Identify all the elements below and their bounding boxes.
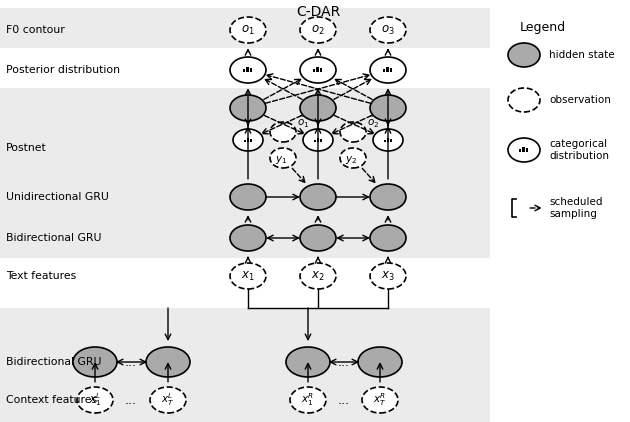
Text: $y_2$: $y_2$: [345, 154, 357, 166]
Bar: [243, 69, 245, 72]
Text: $x_T^L$: $x_T^L$: [161, 392, 175, 408]
Text: $x_1^R$: $x_1^R$: [301, 392, 314, 408]
Text: $y_1$: $y_1$: [275, 154, 287, 166]
Ellipse shape: [230, 17, 266, 43]
Text: $o_2$: $o_2$: [311, 24, 325, 37]
Bar: [526, 148, 528, 151]
Text: $\hat{o}_1$: $\hat{o}_1$: [297, 114, 309, 130]
Ellipse shape: [370, 17, 406, 43]
Ellipse shape: [270, 122, 296, 142]
Ellipse shape: [300, 95, 336, 121]
Text: $x_2$: $x_2$: [311, 270, 325, 283]
Text: hidden state: hidden state: [549, 50, 615, 60]
Ellipse shape: [77, 387, 113, 413]
Bar: [314, 140, 316, 142]
Ellipse shape: [300, 57, 336, 83]
Ellipse shape: [508, 138, 540, 162]
Text: observation: observation: [549, 95, 611, 105]
Bar: [384, 140, 386, 142]
Bar: [249, 139, 251, 142]
Bar: [387, 138, 389, 142]
Text: Unidirectional GRU: Unidirectional GRU: [6, 192, 109, 202]
Ellipse shape: [303, 129, 333, 151]
Ellipse shape: [230, 57, 266, 83]
Text: $o_3$: $o_3$: [381, 24, 395, 37]
Bar: [313, 69, 315, 72]
Ellipse shape: [300, 17, 336, 43]
Bar: [390, 68, 392, 72]
Ellipse shape: [370, 95, 406, 121]
Ellipse shape: [340, 122, 366, 142]
Ellipse shape: [373, 129, 403, 151]
Bar: [0, 258, 490, 295]
Bar: [0, 48, 490, 88]
Text: Bidirectional GRU: Bidirectional GRU: [6, 233, 101, 243]
Ellipse shape: [230, 225, 266, 251]
Ellipse shape: [370, 57, 406, 83]
Ellipse shape: [370, 184, 406, 210]
Bar: [522, 147, 525, 151]
Text: $x_1$: $x_1$: [241, 270, 255, 283]
Bar: [244, 140, 246, 142]
Bar: [0, 8, 490, 48]
Bar: [386, 67, 389, 72]
Bar: [316, 67, 319, 72]
Ellipse shape: [508, 88, 540, 112]
Text: $x_3$: $x_3$: [381, 270, 395, 283]
Ellipse shape: [370, 225, 406, 251]
Bar: [250, 68, 252, 72]
Bar: [0, 218, 490, 258]
Text: ...: ...: [125, 393, 137, 406]
Ellipse shape: [230, 184, 266, 210]
Text: F0 contour: F0 contour: [6, 25, 65, 35]
Bar: [0, 183, 490, 218]
Ellipse shape: [340, 148, 366, 168]
Bar: [389, 139, 392, 142]
Bar: [319, 139, 322, 142]
Text: ...: ...: [338, 355, 350, 368]
Ellipse shape: [230, 95, 266, 121]
Text: Text features: Text features: [6, 271, 76, 281]
Text: Context features: Context features: [6, 395, 97, 405]
Ellipse shape: [300, 225, 336, 251]
Text: $\hat{o}_2$: $\hat{o}_2$: [367, 114, 379, 130]
Text: Postnet: Postnet: [6, 143, 47, 153]
Text: ...: ...: [338, 393, 350, 406]
Text: $x_T^R$: $x_T^R$: [374, 392, 387, 408]
Text: $x_1^L$: $x_1^L$: [89, 392, 101, 408]
Ellipse shape: [362, 387, 398, 413]
Bar: [246, 67, 249, 72]
Text: scheduled
sampling: scheduled sampling: [549, 197, 602, 219]
Ellipse shape: [150, 387, 186, 413]
Text: Bidirectional GRU: Bidirectional GRU: [6, 357, 101, 367]
Ellipse shape: [286, 347, 330, 377]
Ellipse shape: [73, 347, 117, 377]
Ellipse shape: [270, 148, 296, 168]
Ellipse shape: [300, 263, 336, 289]
Bar: [0, 88, 490, 183]
Text: Legend: Legend: [520, 22, 566, 35]
Text: ...: ...: [125, 355, 137, 368]
Ellipse shape: [370, 263, 406, 289]
Bar: [0, 308, 490, 422]
Text: Posterior distribution: Posterior distribution: [6, 65, 120, 75]
Ellipse shape: [290, 387, 326, 413]
Ellipse shape: [300, 184, 336, 210]
Bar: [316, 138, 319, 142]
Ellipse shape: [508, 43, 540, 67]
Ellipse shape: [233, 129, 263, 151]
Text: categorical
distribution: categorical distribution: [549, 139, 609, 161]
Text: $o_1$: $o_1$: [241, 24, 255, 37]
Bar: [246, 138, 249, 142]
Ellipse shape: [146, 347, 190, 377]
Ellipse shape: [358, 347, 402, 377]
Text: C-DAR: C-DAR: [296, 5, 340, 19]
Bar: [383, 69, 386, 72]
Ellipse shape: [230, 263, 266, 289]
Bar: [0, 302, 490, 308]
Bar: [519, 149, 522, 151]
Bar: [320, 68, 323, 72]
